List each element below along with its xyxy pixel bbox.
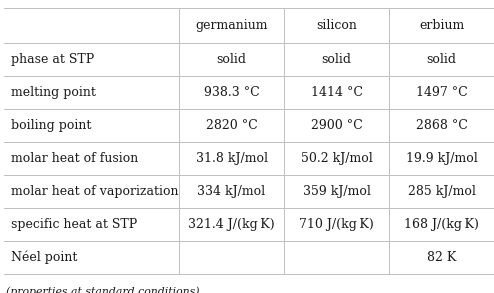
Text: 1414 °C: 1414 °C — [311, 86, 363, 99]
Text: 82 K: 82 K — [427, 251, 456, 264]
Text: 50.2 kJ/mol: 50.2 kJ/mol — [301, 152, 372, 165]
Text: 321.4 J/(kg K): 321.4 J/(kg K) — [188, 218, 275, 231]
Text: solid: solid — [322, 53, 352, 66]
Text: 31.8 kJ/mol: 31.8 kJ/mol — [196, 152, 267, 165]
Text: 19.9 kJ/mol: 19.9 kJ/mol — [406, 152, 477, 165]
Text: silicon: silicon — [316, 19, 357, 32]
Text: 938.3 °C: 938.3 °C — [204, 86, 259, 99]
Text: boiling point: boiling point — [11, 119, 91, 132]
Text: solid: solid — [216, 53, 247, 66]
Text: Néel point: Néel point — [11, 251, 78, 264]
Text: 359 kJ/mol: 359 kJ/mol — [302, 185, 370, 198]
Text: erbium: erbium — [419, 19, 464, 32]
Text: 2820 °C: 2820 °C — [206, 119, 257, 132]
Text: 2900 °C: 2900 °C — [311, 119, 363, 132]
Text: phase at STP: phase at STP — [11, 53, 94, 66]
Text: (properties at standard conditions): (properties at standard conditions) — [6, 286, 200, 293]
Text: 1497 °C: 1497 °C — [415, 86, 467, 99]
Text: 710 J/(kg K): 710 J/(kg K) — [299, 218, 374, 231]
Text: melting point: melting point — [11, 86, 96, 99]
Text: solid: solid — [426, 53, 456, 66]
Text: specific heat at STP: specific heat at STP — [11, 218, 137, 231]
Text: 285 kJ/mol: 285 kJ/mol — [408, 185, 475, 198]
Text: molar heat of vaporization: molar heat of vaporization — [11, 185, 178, 198]
Text: molar heat of fusion: molar heat of fusion — [11, 152, 138, 165]
Text: 168 J/(kg K): 168 J/(kg K) — [404, 218, 479, 231]
Text: 334 kJ/mol: 334 kJ/mol — [198, 185, 266, 198]
Text: 2868 °C: 2868 °C — [415, 119, 467, 132]
Text: germanium: germanium — [195, 19, 268, 32]
